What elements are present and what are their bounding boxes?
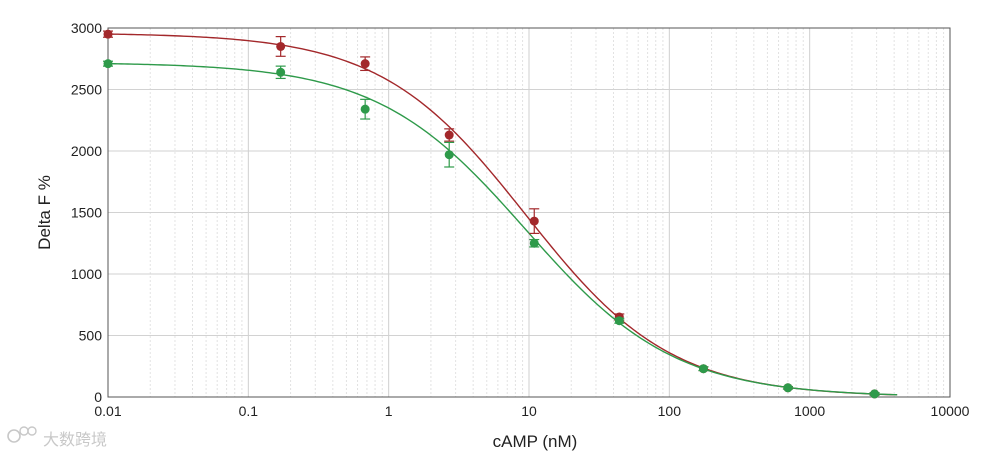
marker [698, 364, 708, 374]
x-tick-label: 10 [521, 403, 537, 419]
y-tick-label: 3000 [71, 20, 102, 36]
marker [360, 59, 370, 69]
fit-curve-1 [107, 62, 898, 396]
data-point [103, 29, 113, 39]
y-tick-label: 0 [94, 389, 102, 405]
data-point [444, 141, 455, 168]
data-point [275, 36, 286, 57]
plot-frame [107, 27, 951, 398]
y-axis-label: Delta F % [35, 175, 54, 250]
marker [276, 67, 286, 77]
marker [444, 130, 454, 140]
x-tick-label: 1 [385, 403, 393, 419]
grid [107, 27, 950, 398]
y-tick-label: 2000 [71, 143, 102, 159]
x-tick-label: 1000 [794, 403, 825, 419]
marker [103, 59, 113, 69]
marker [529, 238, 539, 248]
data-point [444, 128, 455, 142]
data-point [529, 208, 540, 235]
fit-curves [107, 33, 898, 396]
data-point [614, 316, 625, 326]
data-point [360, 98, 371, 120]
data-point [360, 56, 371, 72]
data-point [782, 383, 793, 393]
y-tick-label: 1000 [71, 266, 102, 282]
marker [614, 316, 624, 326]
y-tick-label: 500 [79, 328, 103, 344]
data-point [869, 389, 880, 399]
y-tick-label: 2500 [71, 82, 102, 98]
x-tick-label: 10000 [931, 403, 970, 419]
data-point [275, 65, 286, 80]
marker [529, 216, 539, 226]
marker [103, 29, 113, 39]
x-tick-label: 100 [658, 403, 682, 419]
watermark: 大数跨境 [7, 426, 107, 449]
logo-icon [7, 426, 37, 443]
x-tick-label: 0.1 [239, 403, 259, 419]
data-point [529, 238, 540, 248]
marker [783, 383, 793, 393]
marker [360, 104, 370, 114]
x-tick-label: 0.01 [94, 403, 121, 419]
watermark-text: 大数跨境 [43, 430, 107, 449]
marker [870, 389, 880, 399]
data-points [103, 29, 880, 399]
marker [276, 41, 286, 51]
marker [444, 150, 454, 160]
y-tick-label: 1500 [71, 205, 102, 221]
data-point [698, 364, 709, 374]
data-point [103, 59, 113, 69]
tick-labels: 0.01 0.1 1 10 100 1000 10000 0 500 1000 1500 2000 25… [71, 20, 970, 419]
x-axis-label: cAMP (nM) [493, 432, 578, 451]
